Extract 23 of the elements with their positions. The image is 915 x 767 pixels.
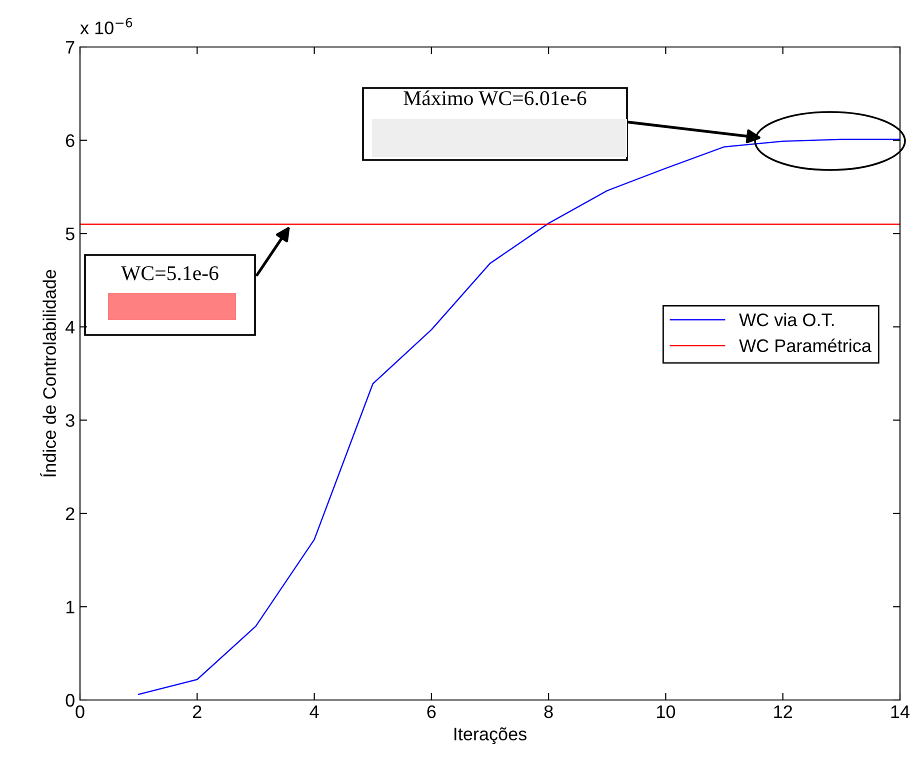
- x-tick-label: 12: [774, 705, 792, 718]
- annotation: Máximo WC=6.01e-6: [404, 90, 586, 106]
- legend-label: WC via O.T.: [739, 312, 834, 326]
- x-tick-label: 2: [193, 705, 202, 718]
- y-tick-label: 1: [66, 600, 74, 614]
- annotation: WC=5.1e-6: [121, 266, 218, 280]
- y-axis-title: Índice de Controlabilidade: [40, 270, 56, 477]
- y-tick-label: 5: [66, 228, 74, 240]
- x-axis-title: Iterações: [454, 727, 526, 744]
- x-tick-label: 6: [427, 705, 436, 718]
- x-tick-label: 0: [76, 705, 84, 718]
- y-tick-label: 2: [66, 507, 74, 520]
- x-tick-label: 8: [544, 705, 553, 718]
- x-tick-label: 4: [310, 706, 319, 718]
- y-tick-label: 3: [66, 414, 74, 427]
- legend-label: WC Paramétrica: [739, 338, 872, 352]
- x-tick-label: 10: [657, 705, 676, 718]
- y-tick-label: 7: [66, 41, 74, 54]
- y-tick-label: 0: [66, 694, 74, 707]
- text: x 10$^{−6}$: [80, 18, 132, 34]
- y-tick-label: 6: [66, 134, 74, 148]
- y-tick-label: 4: [66, 320, 75, 334]
- x-tick-label: 14: [891, 706, 910, 718]
